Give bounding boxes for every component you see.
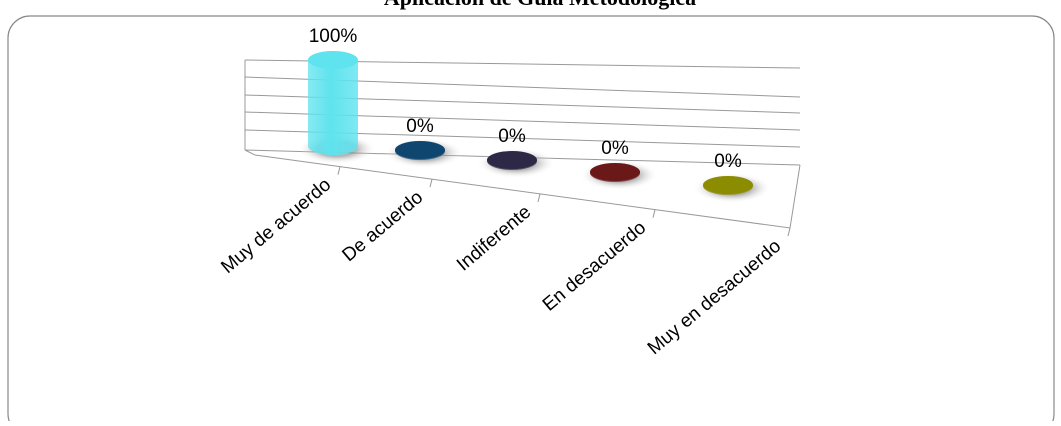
x-tick (787, 227, 791, 237)
x-tick-label: Muy de acuerdo (217, 174, 335, 278)
x-tick (537, 193, 541, 203)
x-tick (652, 209, 656, 218)
bar (308, 51, 358, 155)
x-tick (337, 166, 341, 175)
bar (487, 151, 537, 170)
chart-title: Aplicación de Guía Metodológica (384, 0, 696, 10)
x-tick-label: De acuerdo (338, 187, 427, 266)
chart-frame (7, 15, 1055, 426)
value-label: 100% (309, 26, 358, 47)
x-tick-label: Muy en desacuerdo (644, 236, 785, 359)
x-tick-label: Indiferente (453, 202, 535, 276)
value-label: 0% (498, 126, 526, 147)
x-tick (429, 179, 433, 188)
bar (590, 163, 640, 182)
bar (703, 176, 753, 195)
x-tick-label: En desacuerdo (539, 217, 650, 315)
bar (395, 141, 445, 160)
value-label: 0% (601, 138, 629, 159)
value-label: 0% (714, 151, 742, 172)
value-label: 0% (406, 116, 434, 137)
